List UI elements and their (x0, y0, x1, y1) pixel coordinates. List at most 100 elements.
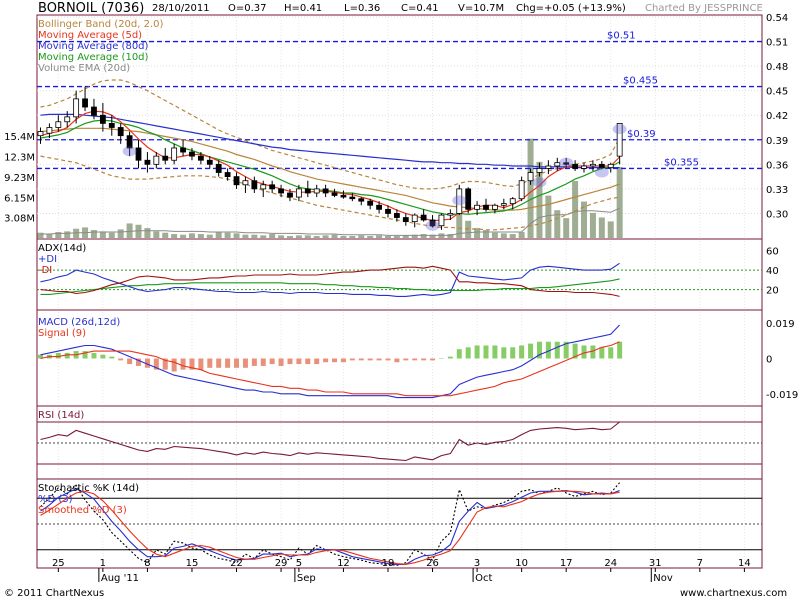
volume-bar (376, 235, 383, 238)
volume-bar (474, 228, 481, 238)
volume-bar (46, 234, 53, 238)
volume-bar (126, 223, 133, 238)
highlight-marker (452, 195, 467, 206)
volume-bar (563, 218, 570, 238)
volume-bar (598, 217, 605, 238)
volume-bar (153, 231, 160, 238)
candle-body (180, 147, 186, 153)
macd-histogram-bar (144, 358, 150, 368)
candle-body (447, 213, 454, 216)
highlight-marker (559, 157, 574, 168)
reference-line-label: $0.51 (607, 31, 636, 42)
volume-bar (607, 221, 614, 238)
adx-legend-item: ADX(14d) (38, 243, 86, 254)
macd-histogram-bar (153, 358, 159, 370)
macd-histogram-bar (421, 358, 427, 361)
macd-histogram-bar (572, 343, 578, 359)
volume-bar (224, 232, 231, 238)
candle-body (242, 180, 249, 186)
candle-body (340, 195, 347, 198)
macd-histogram-bar (412, 358, 418, 361)
candle-body (590, 163, 596, 167)
volume-bar (420, 234, 427, 238)
x-tick-label: 14 (738, 558, 751, 569)
macd-histogram-bar (109, 356, 115, 359)
charted-by: Charted By JESSPRINCE (645, 3, 763, 14)
candle-body (358, 198, 365, 202)
candle-body (295, 188, 302, 198)
volume-bar (251, 234, 258, 238)
month-label: Sep (297, 573, 316, 584)
macd-histogram-bar (358, 358, 364, 361)
price-tick-label: 0.42 (766, 111, 788, 122)
adx-tick-label: 60 (766, 247, 779, 258)
macd-histogram-bar (483, 345, 489, 359)
quote-volume: V=10.7M (458, 3, 504, 14)
macd-histogram-bar (599, 347, 605, 359)
adx-tick-label: 20 (766, 286, 779, 297)
macd-histogram-bar (617, 341, 623, 359)
reference-line-label: $0.455 (623, 76, 658, 87)
volume-bar (144, 228, 151, 238)
volume-bar (456, 214, 463, 238)
volume-tick-label: 15.4M (4, 132, 35, 143)
stochastic-series-line (40, 490, 620, 565)
x-tick-label: 10 (515, 558, 528, 569)
candle-body (197, 155, 204, 161)
volume-bar (171, 234, 178, 238)
volume-tick-label: 12.3M (4, 153, 35, 164)
x-tick-label: 24 (604, 558, 617, 569)
candle-body (607, 163, 614, 169)
candle-body (82, 98, 88, 108)
volume-tick-label: 6.15M (4, 193, 35, 204)
macd-histogram-bar (216, 358, 222, 368)
volume-bar (572, 181, 579, 238)
volume-bar (206, 234, 213, 238)
candle-body (349, 196, 356, 200)
candle-body (287, 192, 293, 198)
macd-histogram-bar (171, 358, 177, 372)
candle-body (438, 214, 445, 227)
candle-body (117, 127, 124, 137)
macd-histogram-bar (545, 341, 551, 359)
candle-body (518, 180, 525, 200)
quote-change: Chg=+0.05 (+13.9%) (516, 3, 626, 14)
macd-legend-item: MACD (26d,12d) (38, 317, 120, 328)
candle-body (55, 121, 62, 128)
macd-histogram-bar (430, 358, 436, 361)
x-tick-label: 22 (230, 558, 243, 569)
volume-bar (358, 235, 365, 238)
highlight-marker (532, 177, 547, 188)
volume-bar (367, 236, 374, 238)
volume-bar (536, 161, 543, 238)
price-tick-label: 0.51 (766, 38, 788, 49)
macd-histogram-bar (127, 358, 133, 365)
adx-legend-item: -DI (38, 265, 52, 276)
quote-high: H=0.41 (284, 3, 322, 14)
candle-body (126, 135, 133, 149)
highlight-marker (425, 220, 440, 231)
macd-histogram-bar (82, 351, 88, 359)
macd-histogram-bar (278, 358, 284, 366)
quote-open: O=0.37 (228, 3, 267, 14)
candle-body (536, 168, 543, 173)
macd-tick-label: 0 (766, 355, 772, 366)
volume-bar (269, 234, 276, 238)
month-label: Nov (653, 573, 673, 584)
volume-bar (215, 232, 222, 238)
price-tick-label: 0.45 (766, 87, 788, 98)
candle-body (99, 114, 106, 124)
bollinger-lower-line (40, 155, 620, 231)
macd-histogram-bar (492, 345, 498, 359)
x-tick-label: 15 (186, 558, 199, 569)
price-legend-item: Moving Average (10d) (38, 52, 149, 63)
volume-bar (483, 230, 489, 238)
highlight-marker (594, 167, 609, 178)
macd-histogram-bar (385, 358, 391, 361)
highlight-marker (122, 146, 137, 157)
adx-legend-item: +DI (38, 254, 57, 265)
volume-bar (545, 195, 552, 238)
candle-body (46, 127, 53, 134)
volume-bar (411, 234, 418, 238)
